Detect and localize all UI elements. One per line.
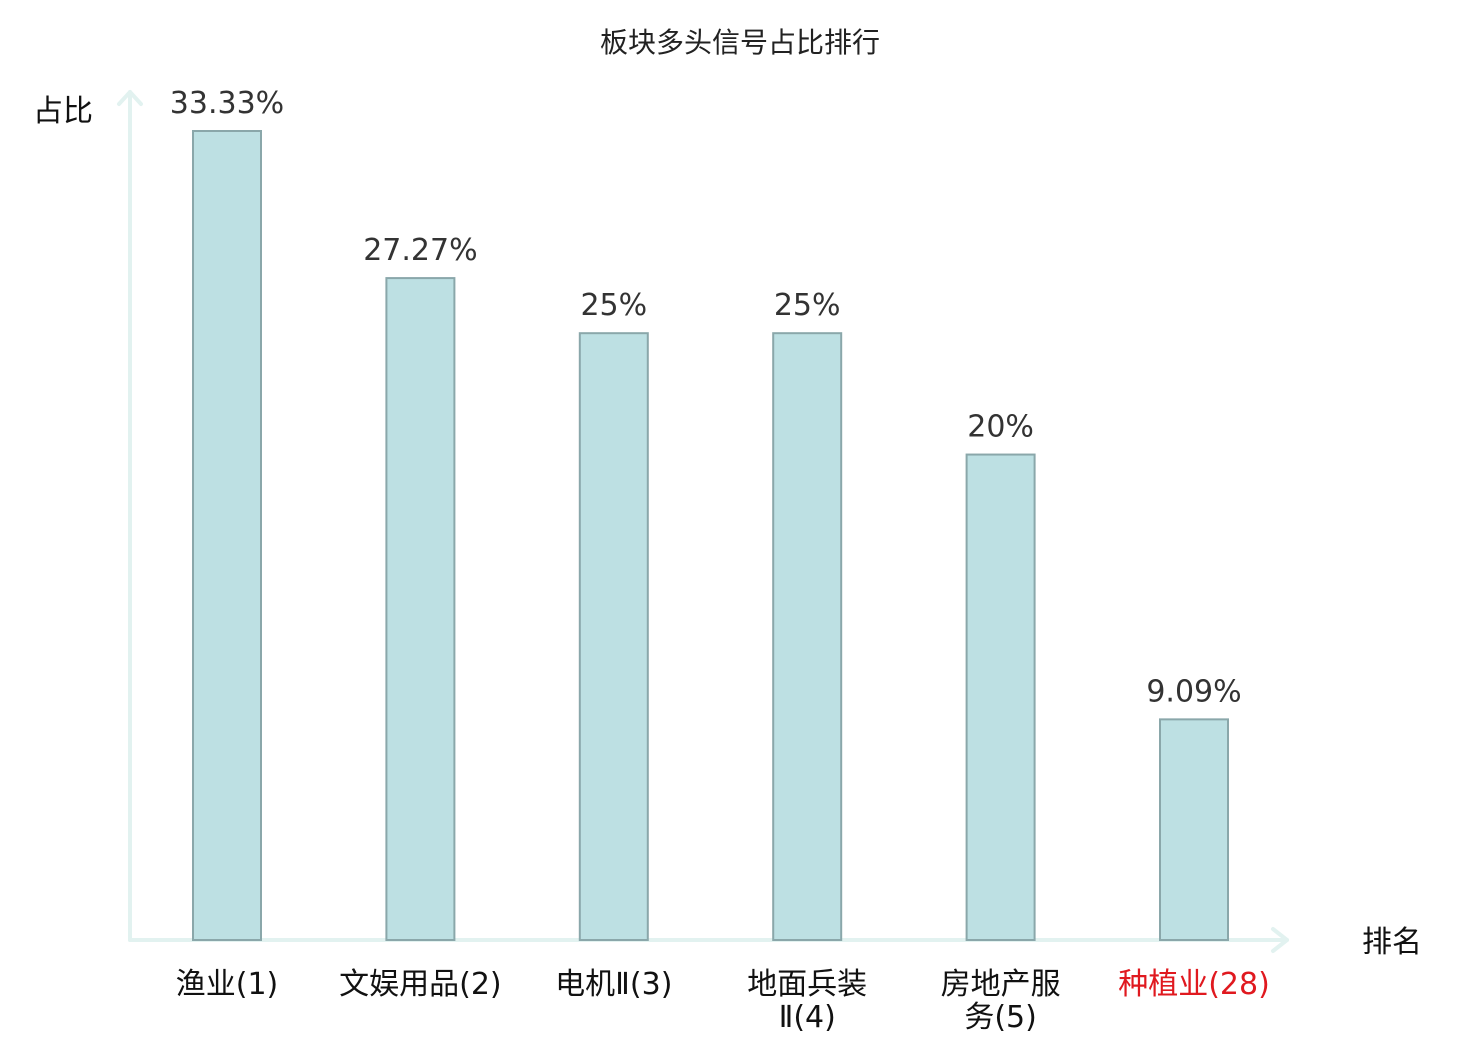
bar-2 (385, 277, 456, 942)
value-label-5: 20% (967, 410, 1034, 445)
value-label-4: 25% (774, 288, 841, 323)
bar-6 (1159, 718, 1229, 942)
category-label-5: 房地产服务(5) (941, 967, 1061, 1035)
bar-4 (772, 332, 843, 941)
value-label-2: 27.27% (363, 233, 477, 268)
x-axis (128, 927, 1289, 953)
bar-5 (965, 453, 1036, 941)
y-axis-label: 占比 (33, 94, 93, 129)
category-label-3: 电机Ⅱ(3) (555, 967, 672, 1002)
category-label-6: 种植业(28) (1118, 967, 1270, 1002)
x-axis-label: 排名 (1362, 925, 1422, 960)
category-label-2: 文娱用品(2) (339, 967, 502, 1002)
chart-title: 板块多头信号占比排行 (600, 26, 880, 59)
category-labels-group: 渔业(1) 文娱用品(2) 电机Ⅱ(3) 地面兵装 Ⅱ(4) 房地产服务(5) 种植业(28… (176, 967, 1270, 1035)
bar-3 (578, 332, 649, 941)
value-label-6: 9.09% (1146, 674, 1241, 709)
value-labels-group: 33.33% 27.27% 25% 25% 20% 9.09% (170, 86, 1242, 709)
bars-group (192, 130, 1229, 942)
value-label-1: 33.33% (170, 86, 284, 121)
bar-1 (192, 130, 262, 941)
category-label-4: 地面兵装 Ⅱ(4) (747, 967, 867, 1035)
value-label-3: 25% (580, 288, 647, 323)
category-label-1: 渔业(1) (176, 967, 279, 1002)
y-axis (117, 90, 143, 942)
